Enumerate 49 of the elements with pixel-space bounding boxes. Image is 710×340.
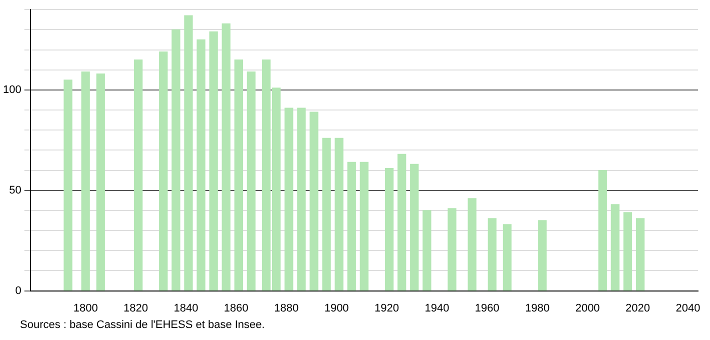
- bar: [159, 51, 168, 291]
- y-tick-label: 0: [15, 284, 22, 297]
- x-tick-label: 1900: [324, 302, 349, 314]
- x-tick-label: 1880: [274, 302, 299, 314]
- x-tick-label: 1820: [124, 302, 148, 314]
- bar: [196, 39, 206, 291]
- x-tick-label: 1840: [174, 302, 198, 314]
- y-tick-label: 50: [9, 184, 22, 196]
- bar: [502, 224, 512, 291]
- x-tick-label: 1920: [374, 302, 400, 314]
- bar: [184, 15, 193, 291]
- x-tick-label: 1860: [224, 302, 248, 314]
- x-tick-label: 1960: [474, 302, 500, 314]
- x-tick-label: 2040: [676, 302, 700, 314]
- bar: [636, 218, 645, 291]
- source-note: Sources : base Cassini de l'EHESS et base Insee.: [20, 318, 266, 332]
- bar: [134, 59, 143, 291]
- bar: [360, 162, 369, 291]
- x-tick-label: 1940: [424, 302, 450, 314]
- bar: [347, 162, 356, 291]
- x-tick-label: 2020: [626, 302, 650, 314]
- bar: [234, 59, 244, 291]
- bar: [310, 112, 318, 291]
- bar: [538, 220, 547, 291]
- bar: [246, 72, 256, 291]
- bar: [222, 23, 230, 291]
- x-tick-label: 1800: [73, 302, 98, 314]
- bar: [610, 204, 620, 291]
- bar: [322, 138, 331, 291]
- bar: [410, 164, 419, 291]
- bar: [422, 210, 432, 291]
- bar: [397, 154, 406, 291]
- bar: [96, 74, 105, 291]
- bar: [334, 138, 344, 291]
- bar: [488, 218, 497, 291]
- bar: [448, 208, 456, 291]
- y-tick-label: 100: [2, 84, 22, 96]
- bar: [598, 170, 607, 291]
- bar: [623, 212, 632, 291]
- bar: [172, 29, 180, 291]
- bar: [384, 168, 394, 291]
- bar: [64, 80, 72, 291]
- bar: [468, 198, 476, 291]
- bar: [297, 108, 306, 291]
- bar: [81, 72, 90, 291]
- x-tick-label: 2000: [575, 302, 600, 314]
- bar: [284, 108, 294, 291]
- x-tick-label: 1980: [525, 302, 550, 314]
- bar: [209, 31, 218, 291]
